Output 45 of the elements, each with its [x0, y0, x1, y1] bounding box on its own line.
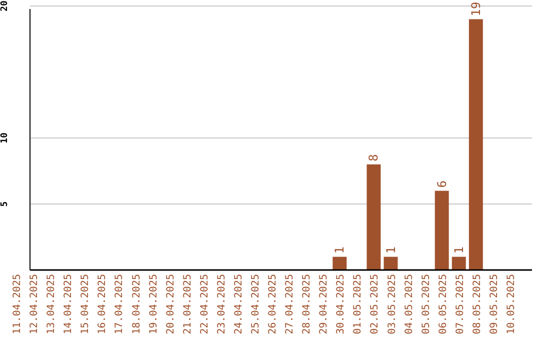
- data-label: 8: [366, 154, 381, 162]
- x-tick-label: 08.05.2025: [472, 274, 483, 334]
- bar: [452, 256, 466, 270]
- x-tick-label: 07.05.2025: [454, 274, 466, 334]
- y-tick-label: 5: [0, 201, 10, 207]
- x-tick-label: 29.04.2025: [318, 274, 330, 334]
- x-tick-label: 20.04.2025: [165, 274, 176, 334]
- x-tick-label: 03.05.2025: [386, 274, 398, 334]
- bar: [332, 256, 347, 270]
- x-tick-label: 09.05.2025: [488, 274, 500, 334]
- x-tick-label: 05.05.2025: [420, 274, 432, 334]
- data-label: 1: [452, 246, 466, 254]
- data-label: 6: [434, 180, 449, 188]
- x-tick-label: 02.05.2025: [370, 274, 381, 334]
- x-tick-label: 30.04.2025: [336, 274, 347, 334]
- data-label: 19: [468, 2, 483, 16]
- bar: [366, 164, 381, 270]
- x-tick-label: 10.05.2025: [506, 274, 517, 334]
- x-tick-label: 21.04.2025: [182, 274, 194, 334]
- x-tick-label: 28.04.2025: [302, 274, 313, 334]
- x-tick-label: 17.04.2025: [114, 274, 126, 334]
- data-label: 1: [332, 246, 347, 254]
- data-label: 1: [384, 246, 398, 254]
- x-tick-label: 23.04.2025: [216, 274, 228, 334]
- y-tick-label: 10: [0, 132, 10, 144]
- bar: [384, 256, 398, 270]
- x-tick-label: 11.04.2025: [12, 274, 24, 334]
- x-tick-label: 26.04.2025: [268, 274, 279, 334]
- bar: [468, 19, 483, 270]
- x-tick-label: 13.04.2025: [46, 274, 58, 334]
- x-tick-label: 24.04.2025: [233, 274, 244, 334]
- x-tick-label: 01.05.2025: [352, 274, 364, 334]
- x-tick-label: 12.04.2025: [29, 274, 40, 334]
- y-tick-label: 20: [0, 0, 10, 12]
- x-tick-label: 16.04.2025: [97, 274, 108, 334]
- x-tick-label: 18.04.2025: [131, 274, 142, 334]
- x-tick-label: 04.05.2025: [404, 274, 415, 334]
- x-tick-label: 19.04.2025: [148, 274, 160, 334]
- x-tick-label: 06.05.2025: [438, 274, 449, 334]
- bar: [434, 190, 449, 270]
- x-tick-label: 27.04.2025: [284, 274, 296, 334]
- x-tick-label: 22.04.2025: [199, 274, 210, 334]
- x-tick-label: 14.04.2025: [63, 274, 74, 334]
- x-tick-label: 25.04.2025: [250, 274, 262, 334]
- x-tick-label: 15.04.2025: [80, 274, 92, 334]
